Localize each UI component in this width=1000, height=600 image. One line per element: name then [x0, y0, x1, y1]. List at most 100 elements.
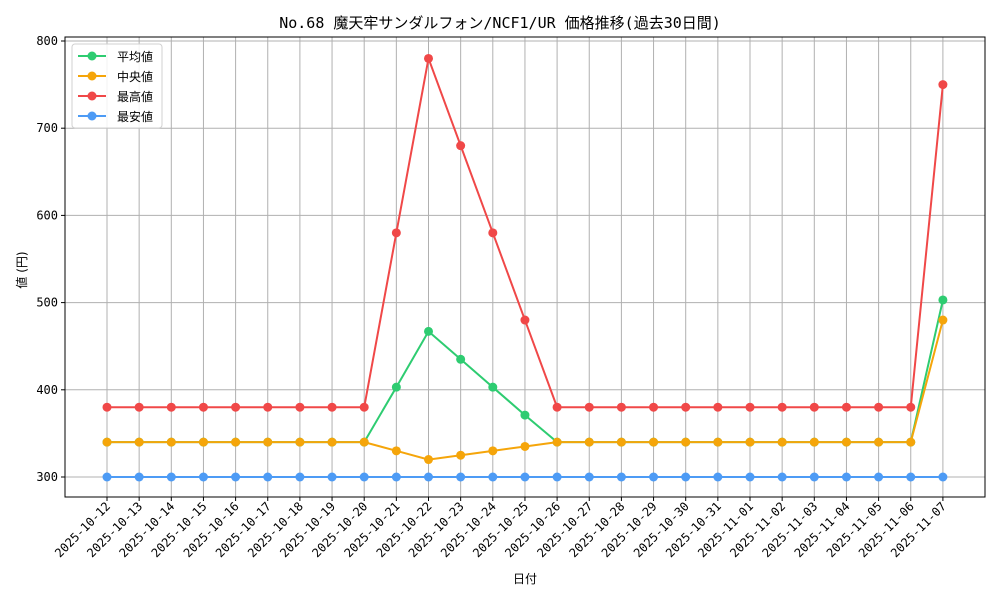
legend-label: 平均値	[117, 49, 153, 64]
data-point	[424, 53, 433, 63]
data-point	[134, 437, 144, 447]
data-point	[391, 228, 401, 238]
data-point	[874, 472, 884, 482]
data-point	[327, 402, 337, 412]
data-point	[906, 437, 916, 447]
legend	[71, 43, 163, 129]
data-point	[552, 402, 562, 412]
data-point	[391, 382, 401, 392]
data-point	[102, 402, 112, 412]
data-point	[520, 410, 530, 420]
data-point	[616, 402, 626, 412]
data-point	[874, 437, 884, 447]
data-point	[809, 472, 819, 482]
data-point	[391, 446, 401, 456]
data-point	[424, 326, 433, 336]
legend-label: 最安値	[117, 109, 153, 124]
data-point	[713, 402, 723, 412]
data-point	[938, 80, 948, 90]
data-point	[456, 141, 466, 151]
data-point	[166, 472, 176, 482]
data-point	[584, 472, 594, 482]
data-point	[295, 472, 305, 482]
data-point	[231, 437, 241, 447]
data-point	[263, 472, 273, 482]
data-point	[938, 315, 948, 325]
data-point	[231, 402, 241, 412]
data-point	[520, 441, 530, 451]
data-point	[424, 455, 433, 465]
chart-title: No.68 魔天牢サンダルフォン/NCF1/UR 価格推移(過去30日間)	[279, 14, 721, 32]
y-tick-label: 800	[36, 34, 58, 48]
data-point	[488, 382, 498, 392]
data-point	[134, 472, 144, 482]
data-point	[745, 472, 755, 482]
data-point	[231, 472, 241, 482]
data-point	[198, 472, 208, 482]
legend-marker	[87, 91, 97, 101]
data-point	[841, 402, 851, 412]
data-point	[552, 437, 562, 447]
y-tick-label: 300	[36, 470, 58, 484]
data-point	[198, 437, 208, 447]
data-point	[745, 437, 755, 447]
data-point	[456, 354, 466, 364]
data-point	[488, 228, 498, 238]
data-point	[938, 295, 948, 305]
data-point	[166, 437, 176, 447]
data-point	[841, 437, 851, 447]
legend-marker	[87, 111, 97, 121]
data-point	[713, 437, 723, 447]
x-axis-label: 日付	[513, 572, 537, 586]
data-point	[520, 315, 530, 325]
data-point	[777, 472, 787, 482]
data-point	[841, 472, 851, 482]
data-point	[198, 402, 208, 412]
data-point	[520, 472, 530, 482]
data-point	[359, 437, 369, 447]
data-point	[424, 472, 433, 482]
y-tick-label: 500	[36, 296, 58, 310]
data-point	[391, 472, 401, 482]
plot-frame	[64, 36, 986, 498]
data-point	[681, 402, 691, 412]
data-point	[488, 472, 498, 482]
data-point	[295, 402, 305, 412]
data-point	[263, 402, 273, 412]
data-point	[263, 437, 273, 447]
data-point	[649, 402, 659, 412]
data-point	[938, 472, 948, 482]
data-point	[777, 437, 787, 447]
data-point	[713, 472, 723, 482]
data-point	[745, 402, 755, 412]
data-point	[616, 472, 626, 482]
data-point	[327, 472, 337, 482]
data-point	[134, 402, 144, 412]
data-point	[456, 472, 466, 482]
y-tick-label: 400	[36, 383, 58, 397]
data-point	[809, 402, 819, 412]
data-point	[777, 402, 787, 412]
data-point	[488, 446, 498, 456]
data-point	[649, 472, 659, 482]
data-point	[616, 437, 626, 447]
data-point	[359, 472, 369, 482]
data-point	[584, 402, 594, 412]
data-point	[295, 437, 305, 447]
y-axis-label: 値 (円)	[14, 251, 29, 288]
data-point	[166, 402, 176, 412]
data-point	[681, 472, 691, 482]
y-tick-label: 700	[36, 121, 58, 135]
data-point	[456, 450, 466, 460]
legend-label: 中央値	[117, 69, 153, 84]
data-point	[874, 402, 884, 412]
y-tick-label: 600	[36, 208, 58, 222]
data-point	[906, 402, 916, 412]
data-point	[649, 437, 659, 447]
legend-marker	[87, 71, 97, 81]
data-point	[809, 437, 819, 447]
data-point	[584, 437, 594, 447]
legend-label: 最高値	[117, 89, 153, 104]
data-point	[102, 472, 112, 482]
